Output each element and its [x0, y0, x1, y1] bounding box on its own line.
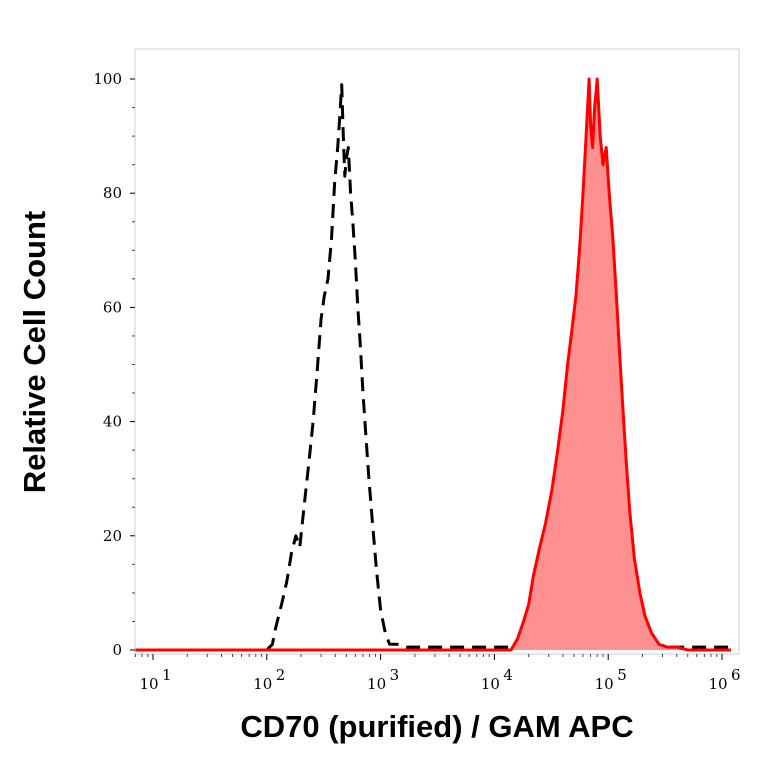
series-line-0 — [135, 83, 731, 652]
y-tick-label: 80 — [103, 184, 122, 202]
y-tick-label: 100 — [93, 70, 122, 88]
x-tick-exponent: 5 — [617, 666, 627, 684]
y-axis-title: Relative Cell Count — [17, 211, 52, 494]
x-tick-exponent: 1 — [162, 666, 172, 684]
series-line-1 — [135, 77, 731, 652]
x-tick-exponent: 3 — [390, 666, 400, 684]
x-tick-exponent: 2 — [276, 666, 286, 684]
x-axis-title: CD70 (purified) / GAM APC — [240, 709, 633, 744]
x-tick-label: 10 — [139, 675, 158, 693]
y-tick-label: 20 — [103, 527, 122, 545]
y-tick-label: 0 — [112, 641, 122, 659]
y-tick-label: 60 — [103, 298, 122, 316]
x-tick-label: 10 — [367, 675, 386, 693]
plot-frame — [134, 48, 740, 655]
x-tick-exponent: 6 — [731, 666, 741, 684]
x-tick-label: 10 — [253, 675, 272, 693]
x-tick-label: 10 — [481, 675, 500, 693]
series-fill-1 — [135, 79, 731, 650]
series-layer — [135, 77, 731, 652]
x-tick-label: 10 — [595, 675, 614, 693]
x-tick-exponent: 4 — [503, 666, 513, 684]
x-axis: 10 1 10 2 10 3 10 4 10 5 10 6 — [134, 654, 741, 693]
y-tick-label: 40 — [103, 413, 122, 431]
x-tick-label: 10 — [708, 675, 727, 693]
y-axis: 0 20 40 60 80 100 — [93, 70, 135, 659]
